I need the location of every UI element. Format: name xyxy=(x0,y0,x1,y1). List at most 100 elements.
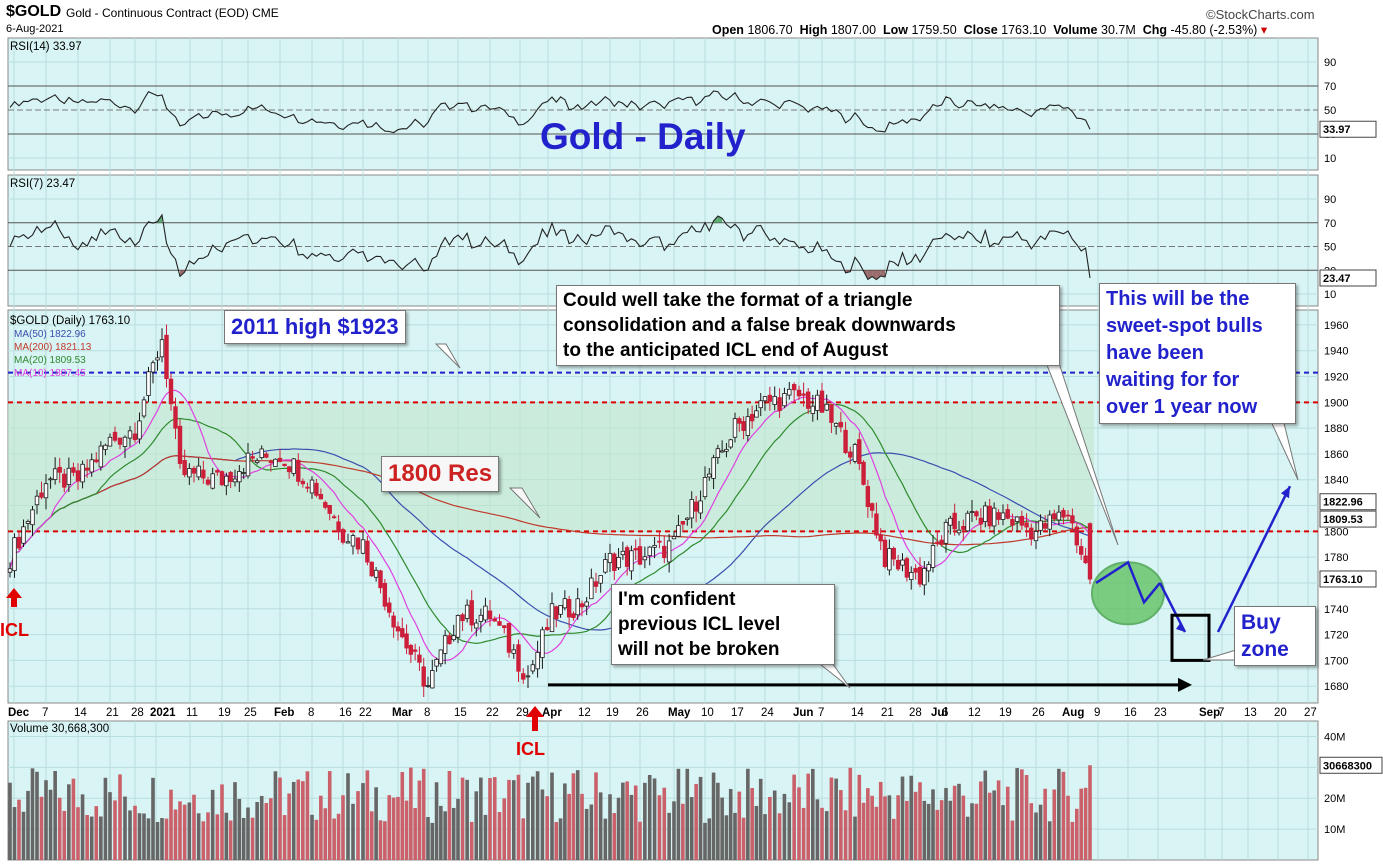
ma20-line xyxy=(9,403,1091,645)
volume-bar xyxy=(787,802,792,860)
candle xyxy=(791,384,797,391)
candle xyxy=(331,516,337,519)
candle xyxy=(819,390,825,413)
candle xyxy=(620,550,626,556)
candle xyxy=(277,457,283,462)
candle xyxy=(84,467,90,471)
candle xyxy=(191,467,197,474)
volume-bar xyxy=(142,813,146,860)
volume-bar xyxy=(169,789,173,860)
candle xyxy=(52,468,58,480)
candle xyxy=(43,483,49,499)
candle xyxy=(983,505,988,522)
volume-bar xyxy=(621,782,625,860)
candle xyxy=(566,598,572,618)
volume-bar xyxy=(797,787,801,860)
candle xyxy=(314,482,319,496)
candle xyxy=(155,357,160,361)
volume-bar xyxy=(1075,808,1079,860)
volume-bar xyxy=(707,818,712,860)
volume-bar xyxy=(228,820,233,860)
candle xyxy=(107,436,113,447)
x-tick-label: 21 xyxy=(106,707,119,719)
candle xyxy=(571,613,576,619)
quote-bar: Open 1806.70 High 1807.00 Low 1759.50 Cl… xyxy=(712,23,1268,37)
price-tick-label: 1860 xyxy=(1324,449,1348,461)
close-tag: 1763.10 xyxy=(1319,570,1377,588)
volume-bar xyxy=(935,809,940,860)
volume-bar xyxy=(711,772,716,860)
volume-bar xyxy=(540,789,545,860)
candle xyxy=(629,550,634,572)
price-tick-label: 1720 xyxy=(1324,630,1348,642)
price-tick-label: 1680 xyxy=(1324,681,1348,693)
candle xyxy=(857,439,862,464)
volume-bar xyxy=(224,812,229,860)
volume-bar xyxy=(155,822,160,860)
legend-ma10: MA(10) 1807.45 xyxy=(14,368,86,379)
candle xyxy=(117,437,123,445)
x-tick-label: 8 xyxy=(308,707,314,719)
callout-confident-line: will not be broken xyxy=(618,639,780,660)
candle xyxy=(425,685,431,687)
candle xyxy=(777,397,782,412)
rsi-line xyxy=(9,90,1091,134)
x-tick-label: 14 xyxy=(74,707,87,719)
candle xyxy=(395,626,401,632)
candle xyxy=(305,486,310,489)
volume-bar xyxy=(733,812,737,860)
candle xyxy=(487,610,493,620)
volume-bar xyxy=(965,816,970,860)
volume-bar xyxy=(201,821,206,860)
callout-1800-res: 1800 Res xyxy=(381,456,500,492)
volume-bar xyxy=(430,822,435,860)
volume-bar xyxy=(210,789,215,860)
candle xyxy=(340,529,346,543)
chart-instrument-name: Gold - Continuous Contract (EOD) CME xyxy=(66,6,279,20)
volume-bar xyxy=(396,796,400,860)
candle xyxy=(1070,515,1075,524)
volume-bar xyxy=(173,809,178,860)
volume-bar xyxy=(178,801,182,860)
candle xyxy=(57,466,62,473)
volume-bar xyxy=(526,782,530,860)
candle xyxy=(810,405,815,414)
candle xyxy=(554,606,559,620)
volume-bar xyxy=(460,777,465,860)
volume-bar xyxy=(387,795,392,860)
candle xyxy=(838,421,844,428)
x-tick-label: May xyxy=(668,707,691,719)
volume-bar xyxy=(598,792,603,860)
volume-bar xyxy=(421,768,426,860)
candle xyxy=(7,568,13,573)
ma20-tag-box xyxy=(1319,510,1377,528)
candle xyxy=(497,621,502,626)
candle xyxy=(98,445,104,468)
candle xyxy=(1029,527,1034,540)
candle xyxy=(201,469,206,479)
volume-bar xyxy=(834,778,838,860)
candle xyxy=(965,512,970,532)
volume-bar xyxy=(26,790,30,860)
candle xyxy=(782,393,787,407)
x-tick-label: 25 xyxy=(244,707,257,719)
candle xyxy=(391,615,396,628)
volume-bar xyxy=(443,811,447,860)
volume-bar xyxy=(948,800,953,860)
x-tick-label: 12 xyxy=(578,707,591,719)
x-tick-label: 11 xyxy=(186,707,198,719)
callout-confident: I'm confident previous ICL level will no… xyxy=(611,584,835,665)
volume-bar xyxy=(1083,787,1088,860)
candle xyxy=(516,644,521,672)
volume-bar xyxy=(511,780,516,860)
volume-bar xyxy=(456,798,460,860)
volume-bar xyxy=(594,772,598,860)
candle xyxy=(801,393,806,396)
candle xyxy=(824,403,829,411)
price-tick-label: 1840 xyxy=(1324,475,1348,487)
volume-bar xyxy=(820,807,824,860)
candle xyxy=(1074,526,1079,546)
candle xyxy=(874,513,879,536)
candle xyxy=(530,664,535,672)
